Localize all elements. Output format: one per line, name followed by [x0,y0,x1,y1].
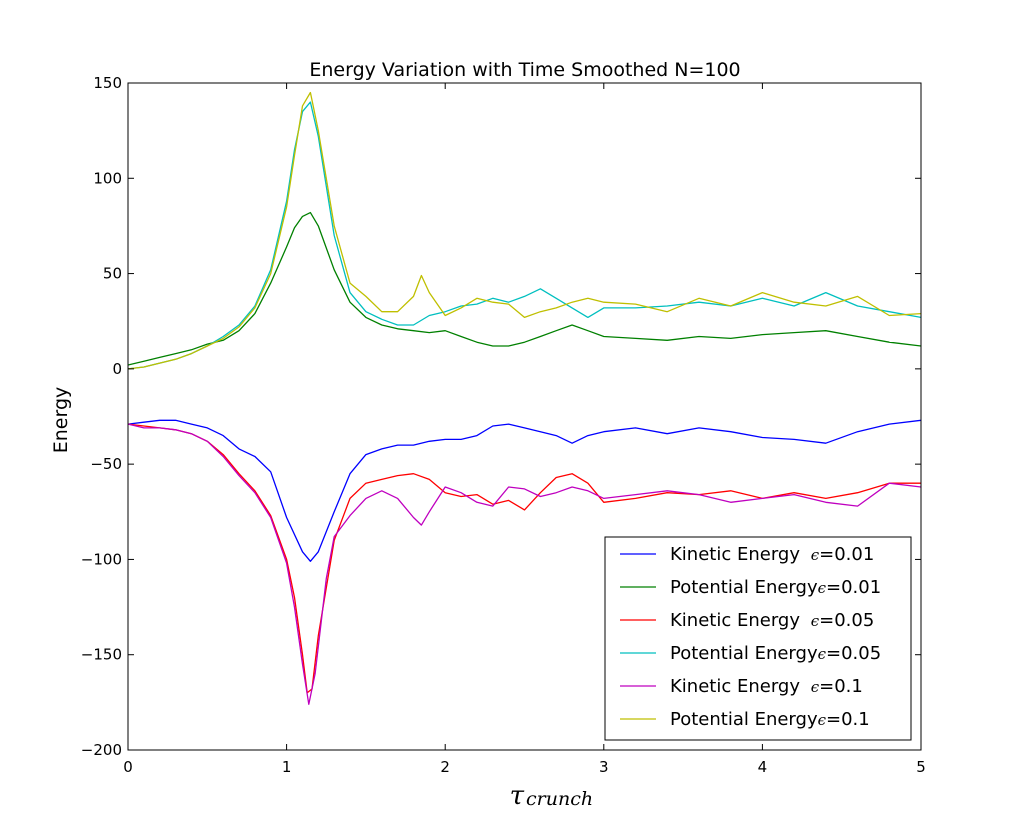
legend-epsilon-symbol: ϵ [818,645,827,663]
legend-label-3: Kinetic Energy ϵ=0.05 [670,610,874,631]
series-line-6 [128,91,921,370]
legend-epsilon-symbol: ϵ [811,678,820,696]
series-line-4 [128,101,921,370]
x-axis-label-symbol: τ [510,781,525,811]
x-axis-label: τ [510,781,525,811]
legend-label-text: Potential Energy [670,709,818,730]
legend-label-5: Kinetic Energy ϵ=0.1 [670,676,863,697]
y-tick-label: −150 [81,646,122,664]
legend-label-4: Potential Energyϵ=0.05 [670,643,881,664]
chart-title: Energy Variation with Time Smoothed N=10… [309,59,740,81]
y-tick-label: 150 [93,74,122,92]
x-tick-label: 1 [282,758,292,776]
legend-epsilon-value: =0.1 [826,709,870,730]
x-tick-label: 5 [916,758,926,776]
x-axis-ticks: 0 1 2 3 4 5 [123,83,926,776]
legend-epsilon-symbol: ϵ [818,711,827,729]
legend-label-1: Kinetic Energy ϵ=0.01 [670,544,874,565]
series-group [128,91,921,705]
legend-epsilon-value: =0.01 [819,544,874,565]
x-tick-label: 0 [123,758,133,776]
legend-label-6: Potential Energyϵ=0.1 [670,709,870,730]
legend-label-2: Potential Energyϵ=0.01 [670,577,881,598]
axes-frame [127,82,922,751]
series-line-1 [128,419,921,562]
y-tick-label: 100 [93,169,122,187]
legend-epsilon-value: =0.05 [819,610,874,631]
legend-epsilon-value: =0.05 [826,643,881,664]
legend-epsilon-symbol: ϵ [818,579,827,597]
legend-epsilon-symbol: ϵ [811,546,820,564]
y-axis-label: Energy [50,387,72,454]
legend-box [604,536,912,741]
y-tick-label: −100 [81,550,122,568]
x-tick-label: 2 [440,758,450,776]
legend-epsilon-value: =0.1 [819,676,863,697]
y-tick-label: −50 [90,455,122,473]
x-axis-label-subscript: crunch [526,788,593,810]
y-tick-label: 50 [103,265,122,283]
legend-epsilon-symbol: ϵ [811,612,820,630]
legend-label-text: Kinetic Energy [670,544,806,565]
legend-label-text: Kinetic Energy [670,610,806,631]
series-line-5 [128,423,921,705]
legend-label-text: Potential Energy [670,643,818,664]
y-tick-label: 0 [112,360,122,378]
y-axis-ticks: −200 −150 −100 −50 0 50 100 150 [81,74,921,759]
series-line-2 [128,211,921,366]
legend-label-text: Kinetic Energy [670,676,806,697]
y-tick-label: −200 [81,741,122,759]
x-tick-label: 3 [599,758,609,776]
legend-epsilon-value: =0.01 [826,577,881,598]
legend-label-text: Potential Energy [670,577,818,598]
x-tick-label: 4 [758,758,768,776]
